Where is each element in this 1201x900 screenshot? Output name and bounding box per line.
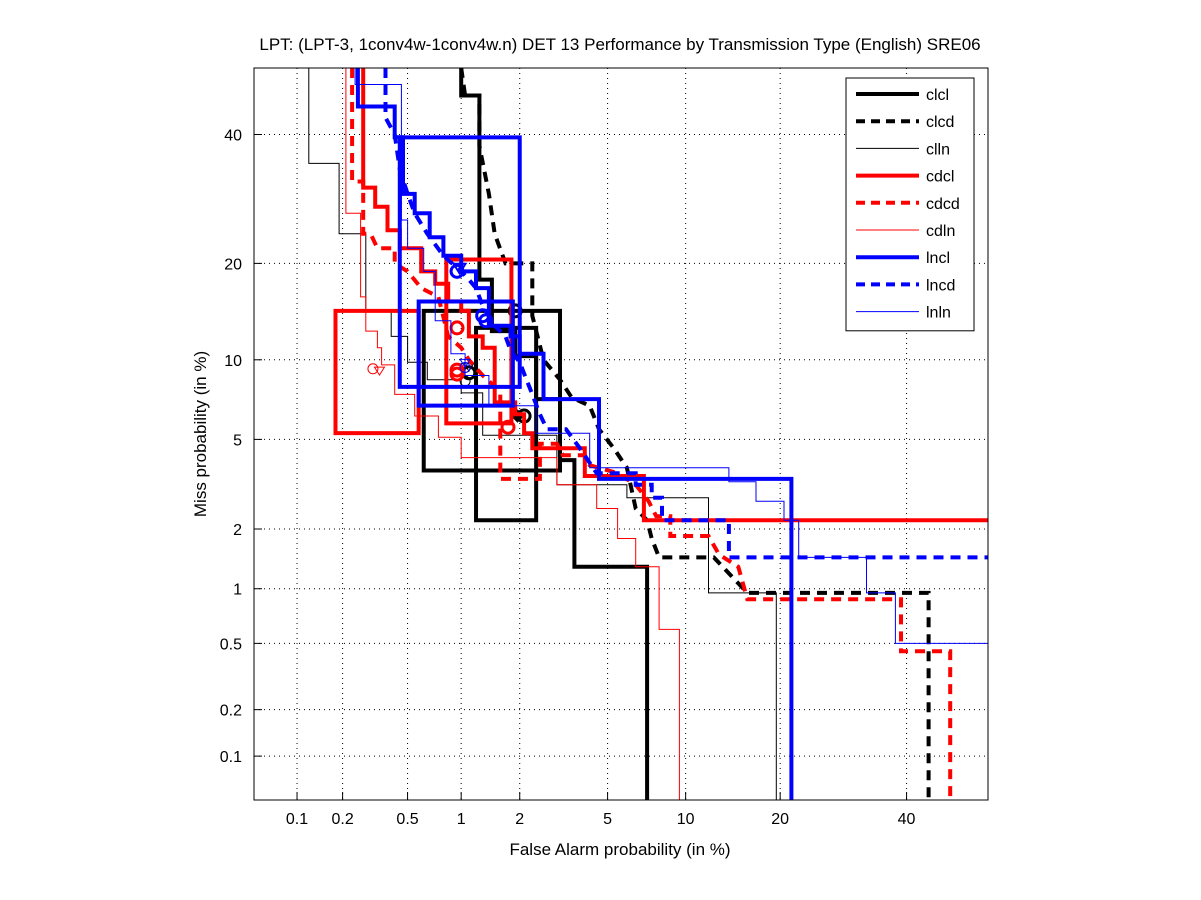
y-tick-label: 10: [224, 353, 242, 370]
legend-label-clcl: clcl: [926, 87, 949, 104]
ticks: 0.1 0.2 0.5 1 2 5 10 20 40 0.1 0.2 0.5 1 2 5 10 20 40: [220, 128, 916, 828]
series-lnln: [354, 68, 988, 644]
series-lncd: [383, 68, 988, 560]
series-clcl: [421, 68, 650, 800]
confidence-box-lncl: [416, 299, 515, 408]
y-tick-label: 0.1: [220, 749, 242, 766]
legend-label-lncd: lncd: [926, 277, 955, 294]
y-tick-label: 0.2: [220, 703, 242, 720]
y-tick-label: 0.5: [220, 636, 242, 653]
legend-label-lncl: lncl: [926, 250, 950, 267]
legend-label-cdcl: cdcl: [926, 169, 954, 186]
actual-dcf-marker-cdcd: [500, 419, 516, 435]
min-dcf-marker-lncd: [451, 262, 468, 276]
det-curve-cdln: [345, 68, 680, 800]
series-cdcd: [350, 68, 953, 800]
x-tick-label: 0.2: [331, 811, 353, 828]
det-curve-lncl: [355, 68, 794, 800]
actual-dcf-marker-lnln: [459, 361, 471, 373]
det-curve-cdcl: [361, 68, 988, 523]
x-tick-label: 2: [515, 811, 524, 828]
legend-label-clln: clln: [926, 141, 950, 158]
min-dcf-marker-clln: [462, 362, 475, 373]
series-cdln: [345, 68, 680, 800]
x-tick-label: 40: [898, 811, 916, 828]
x-axis-label: False Alarm probability (in %): [509, 840, 730, 859]
x-tick-label: 1: [457, 811, 466, 828]
det-curve-clcl: [459, 68, 650, 800]
series-cdcl: [333, 68, 988, 523]
legend-label-cdcd: cdcd: [926, 196, 960, 213]
min-dcf-marker-cdcd: [449, 366, 465, 382]
min-dcf-marker-lnln: [459, 358, 472, 369]
det-curve-clcd: [459, 68, 931, 800]
det-curve-lnln: [354, 68, 988, 644]
legend-label-lnln: lnln: [926, 305, 951, 322]
y-axis-label: Miss probability (in %): [191, 351, 210, 517]
legend-label-clcd: clcd: [926, 114, 954, 131]
x-tick-label: 0.1: [286, 811, 308, 828]
y-tick-label: 40: [224, 128, 242, 145]
y-tick-label: 1: [233, 582, 242, 599]
x-tick-label: 5: [603, 811, 612, 828]
x-tick-label: 20: [771, 811, 789, 828]
actual-dcf-marker-lncd: [478, 313, 494, 329]
chart-title: LPT: (LPT-3, 1conv4w-1conv4w.n) DET 13 P…: [259, 35, 980, 54]
confidence-box-clcl: [421, 308, 563, 473]
legend-label-cdln: cdln: [926, 223, 955, 240]
confidence-box-lncl: [397, 135, 522, 389]
confidence-box-clcl: [474, 325, 539, 523]
det-curve-cdcd: [350, 68, 953, 800]
axes-box: [253, 67, 989, 801]
legend: clcl clcd clln cdcl cdcd cdln lncl lncd lnln: [845, 77, 975, 332]
actual-dcf-marker-cdln: [367, 363, 379, 375]
y-tick-label: 2: [233, 522, 242, 539]
min-dcf-marker-cdln: [373, 366, 386, 377]
series-lncl: [355, 68, 794, 800]
curves: [308, 68, 988, 800]
x-tick-label: 0.5: [396, 811, 418, 828]
y-tick-label: 5: [233, 432, 242, 449]
min-dcf-marker-cdcl: [449, 320, 465, 336]
confidence-box-cdcl: [444, 257, 514, 426]
y-tick-label: 20: [224, 256, 242, 273]
x-tick-label: 10: [677, 811, 695, 828]
